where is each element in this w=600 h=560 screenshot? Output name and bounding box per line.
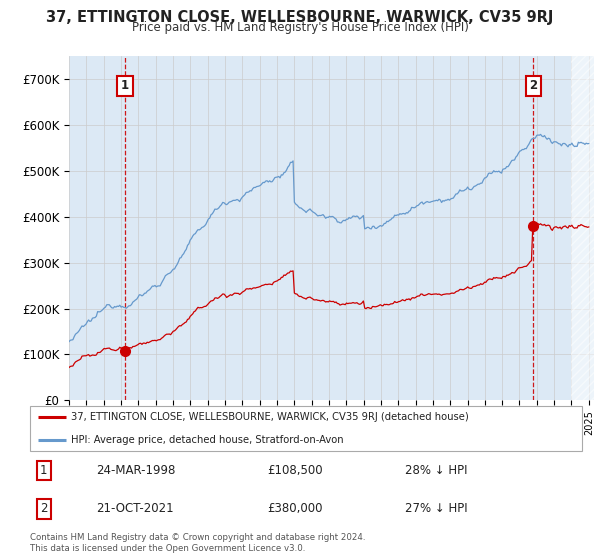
Bar <box>571 56 594 400</box>
Text: 37, ETTINGTON CLOSE, WELLESBOURNE, WARWICK, CV35 9RJ: 37, ETTINGTON CLOSE, WELLESBOURNE, WARWI… <box>46 10 554 25</box>
Text: 2: 2 <box>529 80 538 92</box>
Text: 27% ↓ HPI: 27% ↓ HPI <box>406 502 468 515</box>
Text: Price paid vs. HM Land Registry's House Price Index (HPI): Price paid vs. HM Land Registry's House … <box>131 21 469 34</box>
Text: 24-MAR-1998: 24-MAR-1998 <box>96 464 176 477</box>
Text: 1: 1 <box>121 80 129 92</box>
Text: HPI: Average price, detached house, Stratford-on-Avon: HPI: Average price, detached house, Stra… <box>71 435 344 445</box>
Text: 2: 2 <box>40 502 47 515</box>
Text: 28% ↓ HPI: 28% ↓ HPI <box>406 464 468 477</box>
Text: 37, ETTINGTON CLOSE, WELLESBOURNE, WARWICK, CV35 9RJ (detached house): 37, ETTINGTON CLOSE, WELLESBOURNE, WARWI… <box>71 412 469 422</box>
Text: £108,500: £108,500 <box>268 464 323 477</box>
Text: Contains HM Land Registry data © Crown copyright and database right 2024.
This d: Contains HM Land Registry data © Crown c… <box>30 533 365 553</box>
Text: £380,000: £380,000 <box>268 502 323 515</box>
Text: 1: 1 <box>40 464 47 477</box>
Text: 21-OCT-2021: 21-OCT-2021 <box>96 502 174 515</box>
